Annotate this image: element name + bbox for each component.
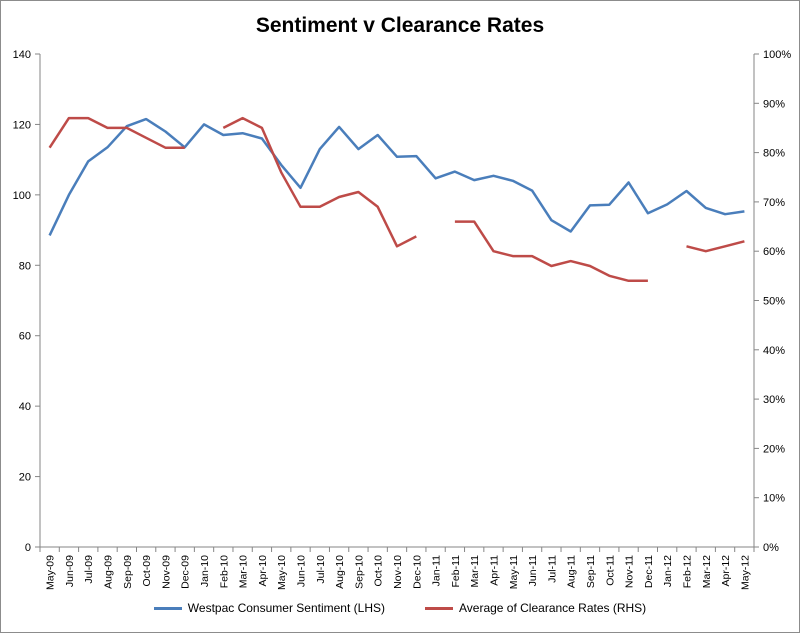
series-line-clearance bbox=[454, 220, 648, 283]
legend-label-sentiment: Westpac Consumer Sentiment (LHS) bbox=[187, 601, 385, 615]
legend-swatch-clearance bbox=[424, 606, 453, 610]
x-tick-label: Oct-10 bbox=[373, 555, 385, 587]
x-tick-label: Feb-12 bbox=[681, 555, 693, 588]
x-tick-label: Aug-11 bbox=[566, 555, 578, 588]
x-tick-label: Nov-09 bbox=[160, 555, 172, 589]
right-tick-label: 80% bbox=[763, 148, 785, 160]
right-tick-label: 10% bbox=[763, 493, 785, 505]
x-tick-label: Sep-09 bbox=[122, 555, 134, 589]
x-tick-label: May-11 bbox=[508, 555, 520, 589]
x-tick-label: May-09 bbox=[45, 555, 57, 590]
left-tick-label: 80 bbox=[19, 260, 31, 272]
x-tick-label: Aug-09 bbox=[103, 555, 115, 589]
x-tick-label: Apr-11 bbox=[488, 555, 500, 586]
left-tick-label: 100 bbox=[13, 190, 31, 202]
right-tick-label: 100% bbox=[763, 49, 791, 61]
x-tick-label: Dec-09 bbox=[180, 555, 192, 589]
series-line-clearance bbox=[222, 116, 417, 248]
right-tick-label: 0% bbox=[763, 542, 779, 554]
x-tick-label: Dec-10 bbox=[411, 555, 423, 589]
x-tick-label: Aug-10 bbox=[334, 555, 346, 589]
x-tick-label: Mar-12 bbox=[701, 555, 713, 588]
x-tick-label: Jan-12 bbox=[662, 555, 674, 587]
x-tick-label: Apr-10 bbox=[257, 555, 269, 587]
right-tick-label: 20% bbox=[763, 443, 785, 455]
left-tick-label: 40 bbox=[19, 401, 31, 413]
x-tick-label: Feb-10 bbox=[218, 555, 230, 588]
right-tick-label: 40% bbox=[763, 345, 785, 357]
right-tick-label: 30% bbox=[763, 394, 785, 406]
right-tick-label: 90% bbox=[763, 98, 785, 110]
series-line-sentiment bbox=[48, 117, 745, 236]
x-tick-label: Jul-10 bbox=[315, 555, 327, 584]
left-tick-label: 20 bbox=[19, 472, 31, 484]
x-tick-label: Jul-11 bbox=[546, 555, 558, 583]
x-tick-label: Nov-11 bbox=[624, 555, 636, 588]
x-tick-label: Jun-11 bbox=[527, 555, 539, 586]
chart-title: Sentiment v Clearance Rates bbox=[255, 14, 545, 37]
x-tick-label: May-12 bbox=[739, 555, 751, 590]
x-tick-label: Dec-11 bbox=[643, 555, 655, 588]
left-tick-label: 140 bbox=[13, 49, 31, 61]
x-tick-label: Nov-10 bbox=[392, 555, 404, 589]
x-tick-label: Jan-10 bbox=[199, 555, 211, 587]
legend-item-sentiment: Westpac Consumer Sentiment (LHS) bbox=[153, 601, 385, 615]
series-line-clearance bbox=[686, 240, 745, 253]
legend-item-clearance: Average of Clearance Rates (RHS) bbox=[424, 601, 647, 615]
left-tick-label: 120 bbox=[13, 119, 31, 131]
left-tick-label: 60 bbox=[19, 331, 31, 343]
x-tick-label: Mar-11 bbox=[469, 555, 481, 588]
right-tick-label: 60% bbox=[763, 246, 785, 258]
x-tick-label: Sep-11 bbox=[585, 555, 597, 588]
series-line-clearance bbox=[48, 116, 185, 149]
legend: Westpac Consumer Sentiment (LHS) Average… bbox=[0, 601, 800, 615]
x-tick-label: Apr-12 bbox=[720, 555, 732, 587]
x-tick-label: Jul-09 bbox=[83, 555, 95, 584]
legend-swatch-sentiment bbox=[153, 606, 182, 610]
x-tick-label: Feb-11 bbox=[450, 555, 462, 588]
x-tick-label: Oct-09 bbox=[141, 555, 153, 587]
x-tick-label: Mar-10 bbox=[238, 555, 250, 588]
x-tick-label: Sep-10 bbox=[353, 555, 365, 589]
x-tick-label: Jan-11 bbox=[431, 555, 443, 586]
left-tick-label: 0 bbox=[25, 542, 31, 554]
x-tick-label: Jun-09 bbox=[64, 555, 76, 587]
x-tick-label: Jun-10 bbox=[296, 555, 308, 587]
legend-label-clearance: Average of Clearance Rates (RHS) bbox=[458, 601, 647, 615]
right-tick-label: 50% bbox=[763, 296, 785, 308]
x-tick-label: May-10 bbox=[276, 555, 288, 590]
x-tick-label: Oct-11 bbox=[604, 555, 616, 586]
right-tick-label: 70% bbox=[763, 197, 785, 209]
